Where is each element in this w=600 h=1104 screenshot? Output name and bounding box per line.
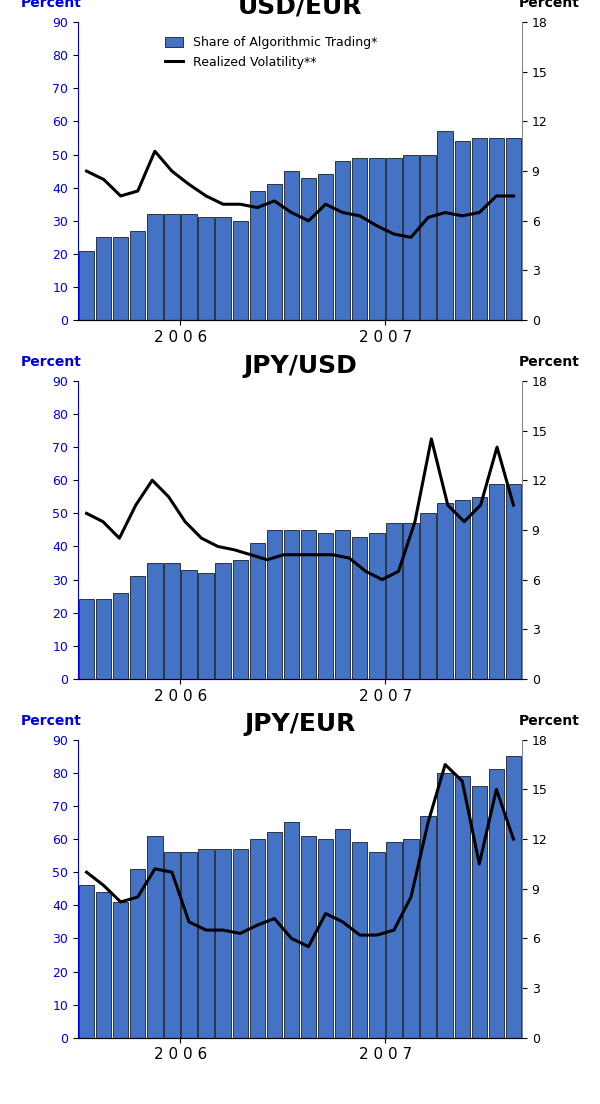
Bar bbox=[199, 217, 214, 320]
Bar bbox=[369, 158, 385, 320]
Bar bbox=[130, 869, 145, 1038]
Bar bbox=[284, 171, 299, 320]
Bar bbox=[284, 530, 299, 679]
Bar bbox=[455, 141, 470, 320]
Bar bbox=[147, 563, 163, 679]
Bar bbox=[233, 221, 248, 320]
Bar bbox=[301, 178, 316, 320]
Bar bbox=[335, 161, 350, 320]
Bar bbox=[455, 500, 470, 679]
Bar bbox=[199, 573, 214, 679]
Bar bbox=[421, 816, 436, 1038]
Title: JPY/USD: JPY/USD bbox=[243, 353, 357, 378]
Bar bbox=[335, 829, 350, 1038]
Bar bbox=[284, 822, 299, 1038]
Bar bbox=[352, 158, 367, 320]
Bar bbox=[437, 773, 453, 1038]
Bar bbox=[147, 836, 163, 1038]
Bar bbox=[215, 563, 231, 679]
Bar bbox=[472, 138, 487, 320]
Bar bbox=[96, 599, 112, 679]
Bar bbox=[233, 849, 248, 1038]
Bar bbox=[472, 786, 487, 1038]
Bar bbox=[130, 576, 145, 679]
Bar bbox=[489, 138, 504, 320]
Bar bbox=[352, 537, 367, 679]
Bar bbox=[233, 560, 248, 679]
Bar bbox=[79, 251, 94, 320]
Bar bbox=[386, 523, 401, 679]
Bar bbox=[369, 533, 385, 679]
Bar bbox=[199, 849, 214, 1038]
Text: Percent: Percent bbox=[20, 714, 81, 728]
Bar bbox=[506, 756, 521, 1038]
Bar bbox=[301, 836, 316, 1038]
Bar bbox=[113, 902, 128, 1038]
Bar bbox=[403, 523, 419, 679]
Bar bbox=[96, 237, 112, 320]
Bar bbox=[215, 849, 231, 1038]
Bar bbox=[113, 237, 128, 320]
Bar bbox=[386, 842, 401, 1038]
Bar bbox=[164, 852, 179, 1038]
Bar bbox=[215, 217, 231, 320]
Bar bbox=[181, 214, 197, 320]
Bar bbox=[472, 497, 487, 679]
Bar bbox=[267, 530, 282, 679]
Bar bbox=[113, 593, 128, 679]
Text: Percent: Percent bbox=[519, 714, 580, 728]
Bar bbox=[79, 885, 94, 1038]
Bar bbox=[489, 484, 504, 679]
Title: JPY/EUR: JPY/EUR bbox=[244, 712, 356, 736]
Bar bbox=[386, 158, 401, 320]
Text: Percent: Percent bbox=[519, 355, 580, 369]
Bar bbox=[147, 214, 163, 320]
Bar bbox=[403, 155, 419, 320]
Text: Percent: Percent bbox=[519, 0, 580, 10]
Bar bbox=[130, 231, 145, 320]
Bar bbox=[506, 138, 521, 320]
Bar bbox=[506, 484, 521, 679]
Bar bbox=[318, 174, 334, 320]
Bar bbox=[164, 214, 179, 320]
Bar bbox=[437, 131, 453, 320]
Bar bbox=[369, 852, 385, 1038]
Bar bbox=[96, 892, 112, 1038]
Bar bbox=[421, 513, 436, 679]
Bar bbox=[181, 570, 197, 679]
Bar bbox=[181, 852, 197, 1038]
Bar bbox=[352, 842, 367, 1038]
Bar bbox=[267, 184, 282, 320]
Text: Percent: Percent bbox=[20, 0, 81, 10]
Bar bbox=[79, 599, 94, 679]
Bar bbox=[421, 155, 436, 320]
Bar bbox=[250, 191, 265, 320]
Bar bbox=[403, 839, 419, 1038]
Bar bbox=[318, 839, 334, 1038]
Bar bbox=[250, 839, 265, 1038]
Bar bbox=[267, 832, 282, 1038]
Bar bbox=[437, 503, 453, 679]
Bar bbox=[335, 530, 350, 679]
Bar bbox=[301, 530, 316, 679]
Title: USD/EUR: USD/EUR bbox=[238, 0, 362, 19]
Bar bbox=[318, 533, 334, 679]
Legend: Share of Algorithmic Trading*, Realized Volatility**: Share of Algorithmic Trading*, Realized … bbox=[160, 31, 383, 74]
Text: Percent: Percent bbox=[20, 355, 81, 369]
Bar bbox=[164, 563, 179, 679]
Bar bbox=[455, 776, 470, 1038]
Bar bbox=[489, 769, 504, 1038]
Bar bbox=[250, 543, 265, 679]
